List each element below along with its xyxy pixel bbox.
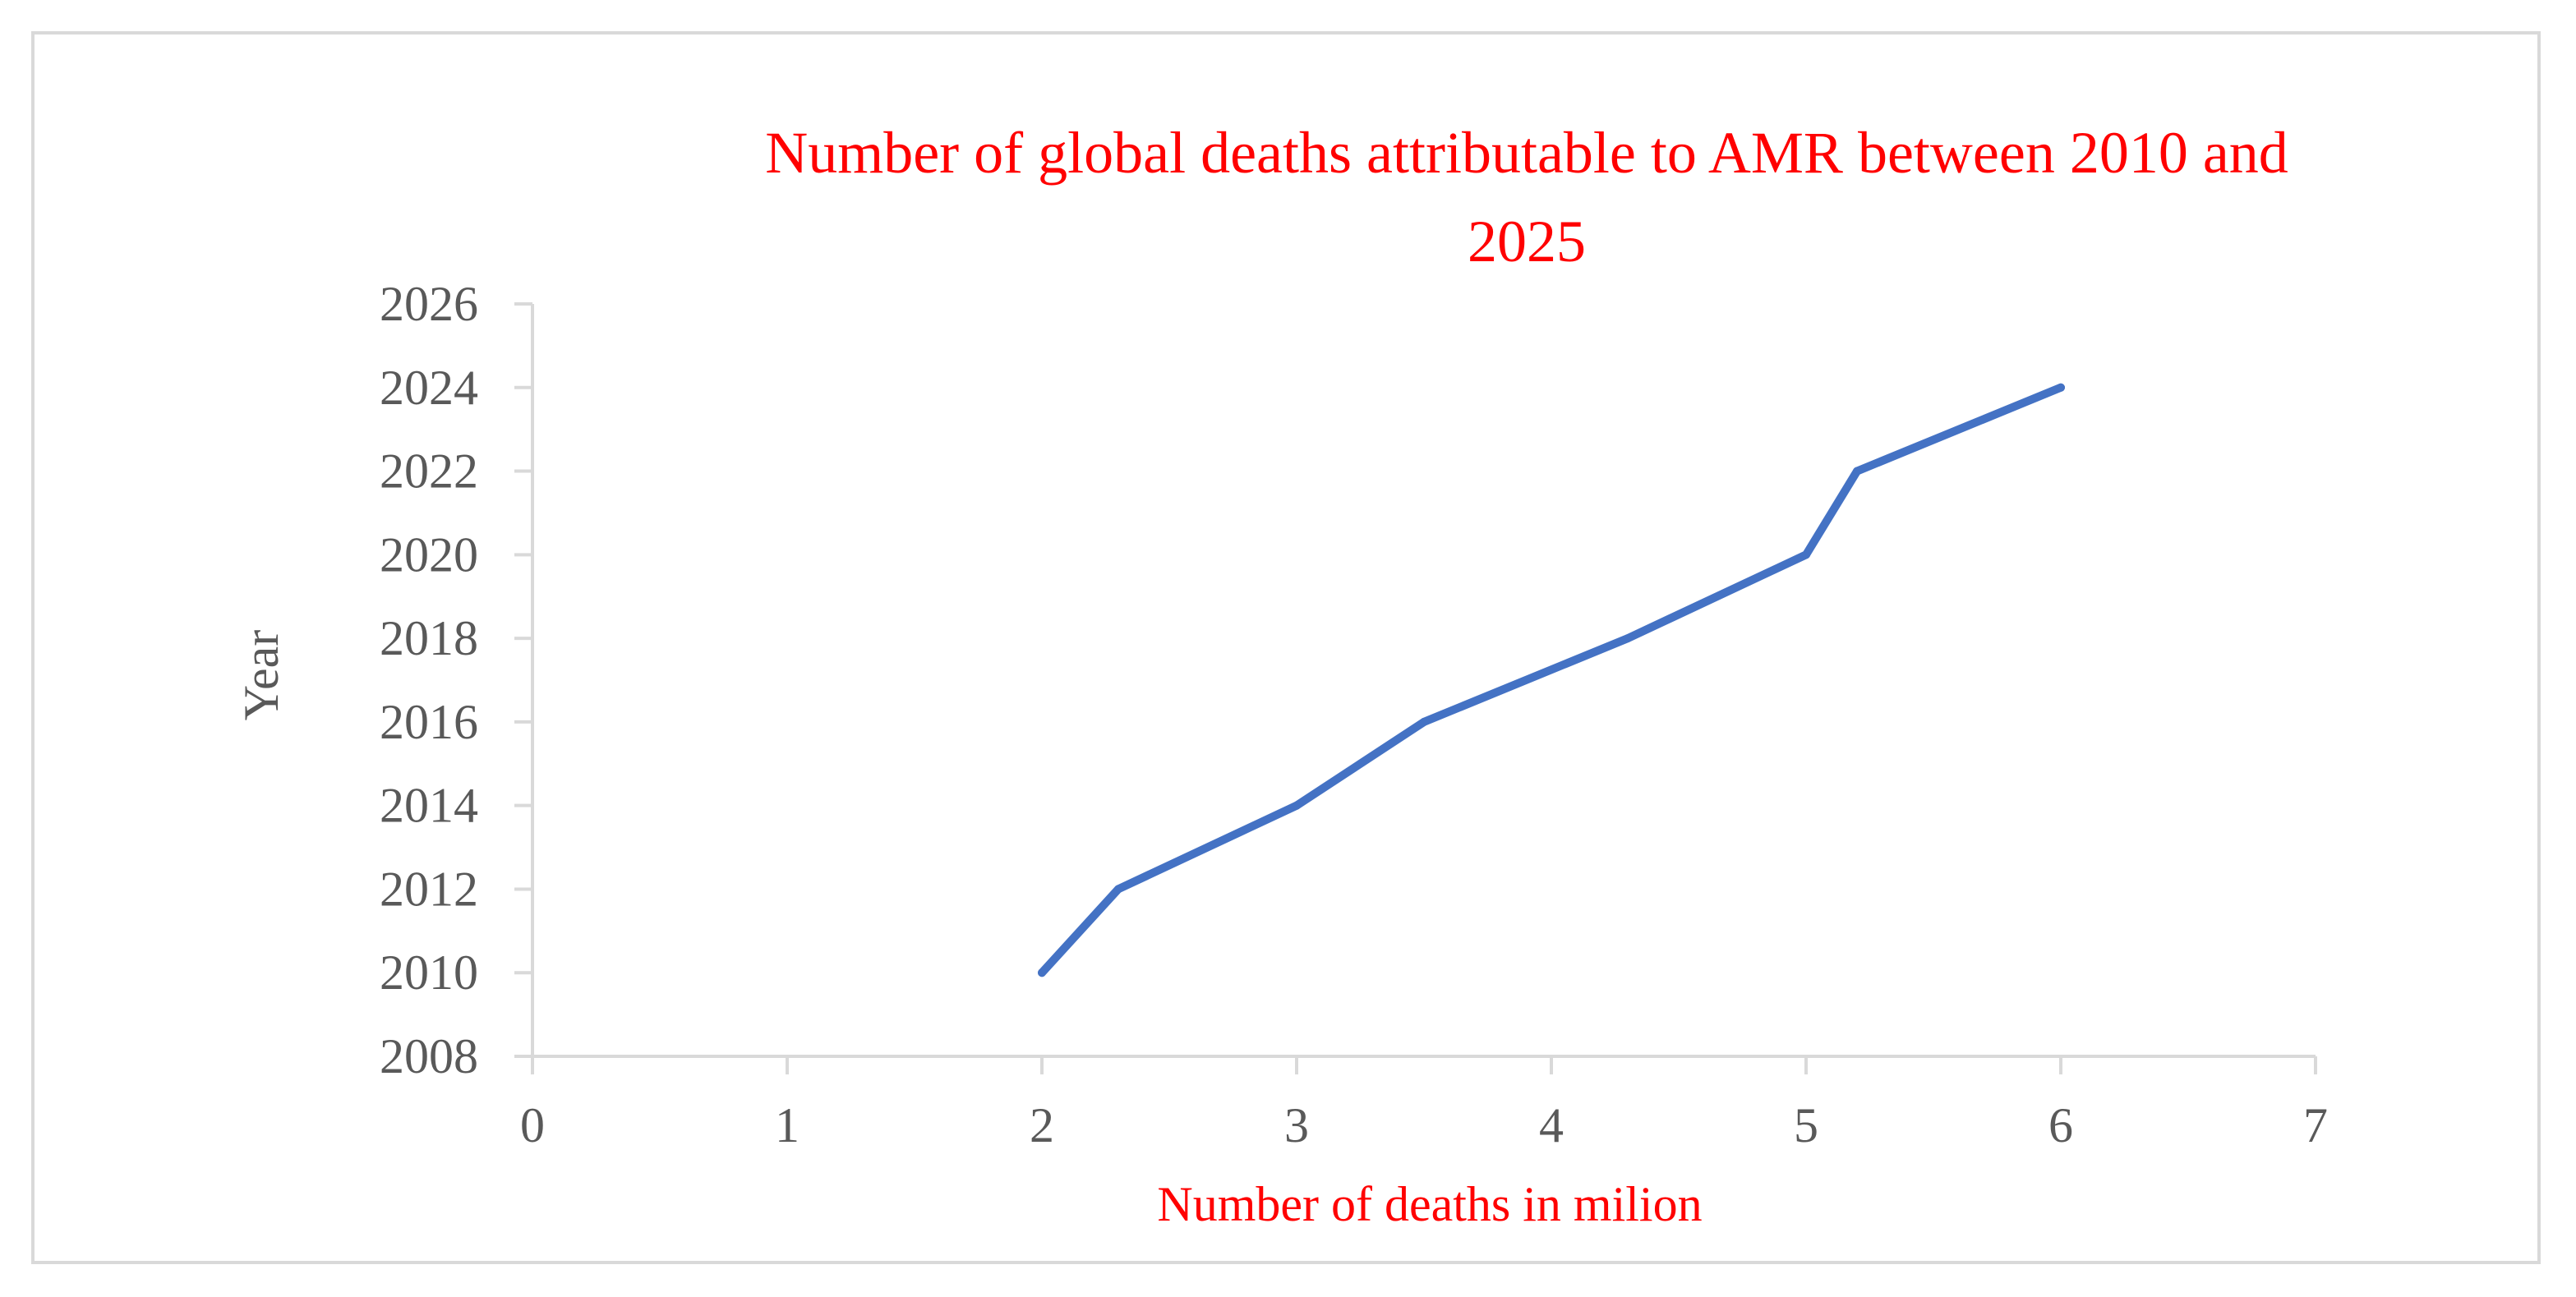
data-point — [1038, 968, 1046, 977]
data-point — [1853, 467, 1861, 476]
x-tick-label: 7 — [2303, 1098, 2328, 1152]
data-point — [1293, 801, 1301, 810]
x-tick-label: 5 — [1794, 1098, 1818, 1152]
chart-frame — [31, 31, 2541, 1264]
series-group — [1038, 383, 2065, 977]
x-tick-label: 1 — [775, 1098, 800, 1152]
x-axis-label: Number of deaths in milion — [1157, 1177, 1702, 1231]
data-point — [1624, 634, 1632, 643]
x-tick-label: 3 — [1284, 1098, 1309, 1152]
x-tick-label: 2 — [1030, 1098, 1054, 1152]
y-tick-label: 2020 — [380, 527, 478, 582]
data-point — [2057, 383, 2065, 392]
y-axis: 2008 2010 2012 2014 2016 2018 2020 2022 2024 2026 — [380, 277, 534, 1083]
series-line — [1038, 383, 2065, 977]
y-tick-label: 2016 — [380, 695, 478, 749]
x-axis: 0 1 2 3 4 5 6 7 — [520, 1055, 2328, 1152]
data-point — [1420, 717, 1428, 726]
y-tick-label: 2024 — [380, 361, 478, 415]
y-axis-label: Year — [234, 630, 288, 721]
y-tick-label: 2026 — [380, 277, 478, 331]
x-tick-label: 6 — [2048, 1098, 2073, 1152]
x-tick-label: 4 — [1539, 1098, 1564, 1152]
chart-title-line-2: 2025 — [1468, 209, 1586, 274]
y-tick-label: 2022 — [380, 444, 478, 499]
y-tick-label: 2010 — [380, 945, 478, 1000]
y-tick-label: 2008 — [380, 1029, 478, 1083]
chart-title-line-1: Number of global deaths attributable to … — [765, 120, 2288, 186]
data-point — [1802, 550, 1810, 559]
data-point — [1114, 885, 1122, 894]
y-tick-label: 2012 — [380, 862, 478, 916]
y-tick-label: 2014 — [380, 779, 478, 833]
y-tick-label: 2018 — [380, 611, 478, 665]
x-tick-label: 0 — [520, 1098, 545, 1152]
